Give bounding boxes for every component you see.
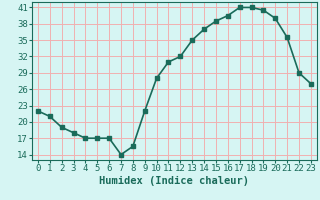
X-axis label: Humidex (Indice chaleur): Humidex (Indice chaleur) <box>100 176 249 186</box>
